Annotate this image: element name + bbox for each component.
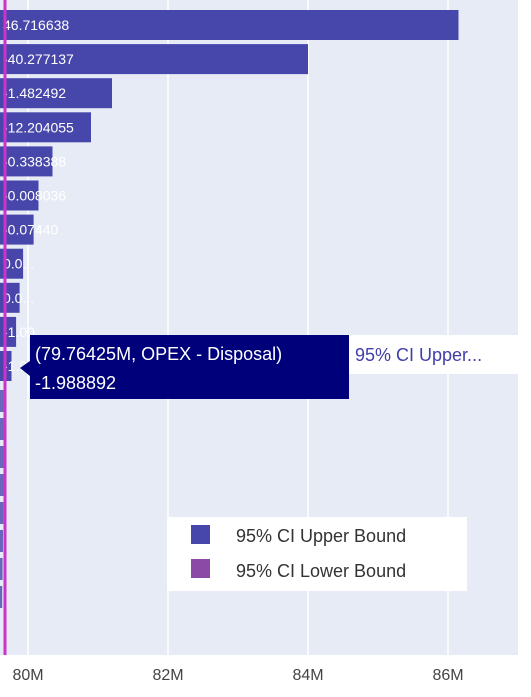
x-axis-ticks: 80M 82M 84M 86M xyxy=(12,667,463,684)
legend-item-upper[interactable]: 95% CI Upper Bound xyxy=(191,525,406,546)
bar[interactable] xyxy=(0,146,53,177)
legend-label-upper: 95% CI Upper Bound xyxy=(236,526,406,546)
tooltip-pointer xyxy=(20,361,30,376)
bar[interactable] xyxy=(0,112,91,143)
x-tick-label: 80M xyxy=(12,667,43,684)
legend-label-lower: 95% CI Lower Bound xyxy=(236,561,406,581)
bar[interactable] xyxy=(0,44,308,75)
bar[interactable] xyxy=(0,10,459,40)
bar-value-label: -0.07440 xyxy=(3,222,58,238)
x-tick-label: 84M xyxy=(292,667,323,684)
bar-value-label: -40.277137 xyxy=(3,51,74,67)
minor-bar[interactable] xyxy=(0,390,5,412)
bar[interactable] xyxy=(0,78,112,109)
bar-value-label: -0.008036 xyxy=(3,188,66,204)
legend-swatch-upper xyxy=(191,525,210,544)
hover-tooltip: 95% CI Upper... (79.76425M, OPEX - Dispo… xyxy=(20,335,519,399)
minor-bar[interactable] xyxy=(0,474,4,496)
legend-swatch-lower xyxy=(191,559,210,578)
minor-bar[interactable] xyxy=(0,502,4,524)
bar-value-label: -12.204055 xyxy=(3,119,74,135)
minor-bar[interactable] xyxy=(0,446,5,468)
bar-value-label: 46.716638 xyxy=(3,17,69,33)
legend-item-lower[interactable]: 95% CI Lower Bound xyxy=(191,559,406,581)
x-tick-label: 86M xyxy=(432,667,463,684)
tooltip-series-label: 95% CI Upper... xyxy=(355,345,482,365)
minor-bar[interactable] xyxy=(0,530,3,552)
legend-background xyxy=(167,517,467,591)
minor-bar[interactable] xyxy=(0,586,3,608)
bar-value-label: -0.338388 xyxy=(3,153,66,169)
minor-bar[interactable] xyxy=(0,558,3,580)
minor-bars xyxy=(0,390,5,608)
bar-value-label: 0.0... xyxy=(3,256,34,272)
minor-bar[interactable] xyxy=(0,418,5,440)
legend: 95% CI Upper Bound 95% CI Lower Bound xyxy=(167,517,467,591)
tooltip-series-box xyxy=(348,335,519,374)
bar-value-label: 0.0... xyxy=(3,290,34,306)
tooltip-box xyxy=(30,335,349,399)
x-tick-label: 82M xyxy=(152,667,183,684)
bar-value-label: -1.482492 xyxy=(3,85,66,101)
bars: 46.716638 -40.277137 -1.482492 -12.204055 -0… xyxy=(0,10,459,381)
tooltip-line-2: -1.988892 xyxy=(35,373,116,393)
tooltip-line-1: (79.76425M, OPEX - Disposal) xyxy=(35,344,282,364)
